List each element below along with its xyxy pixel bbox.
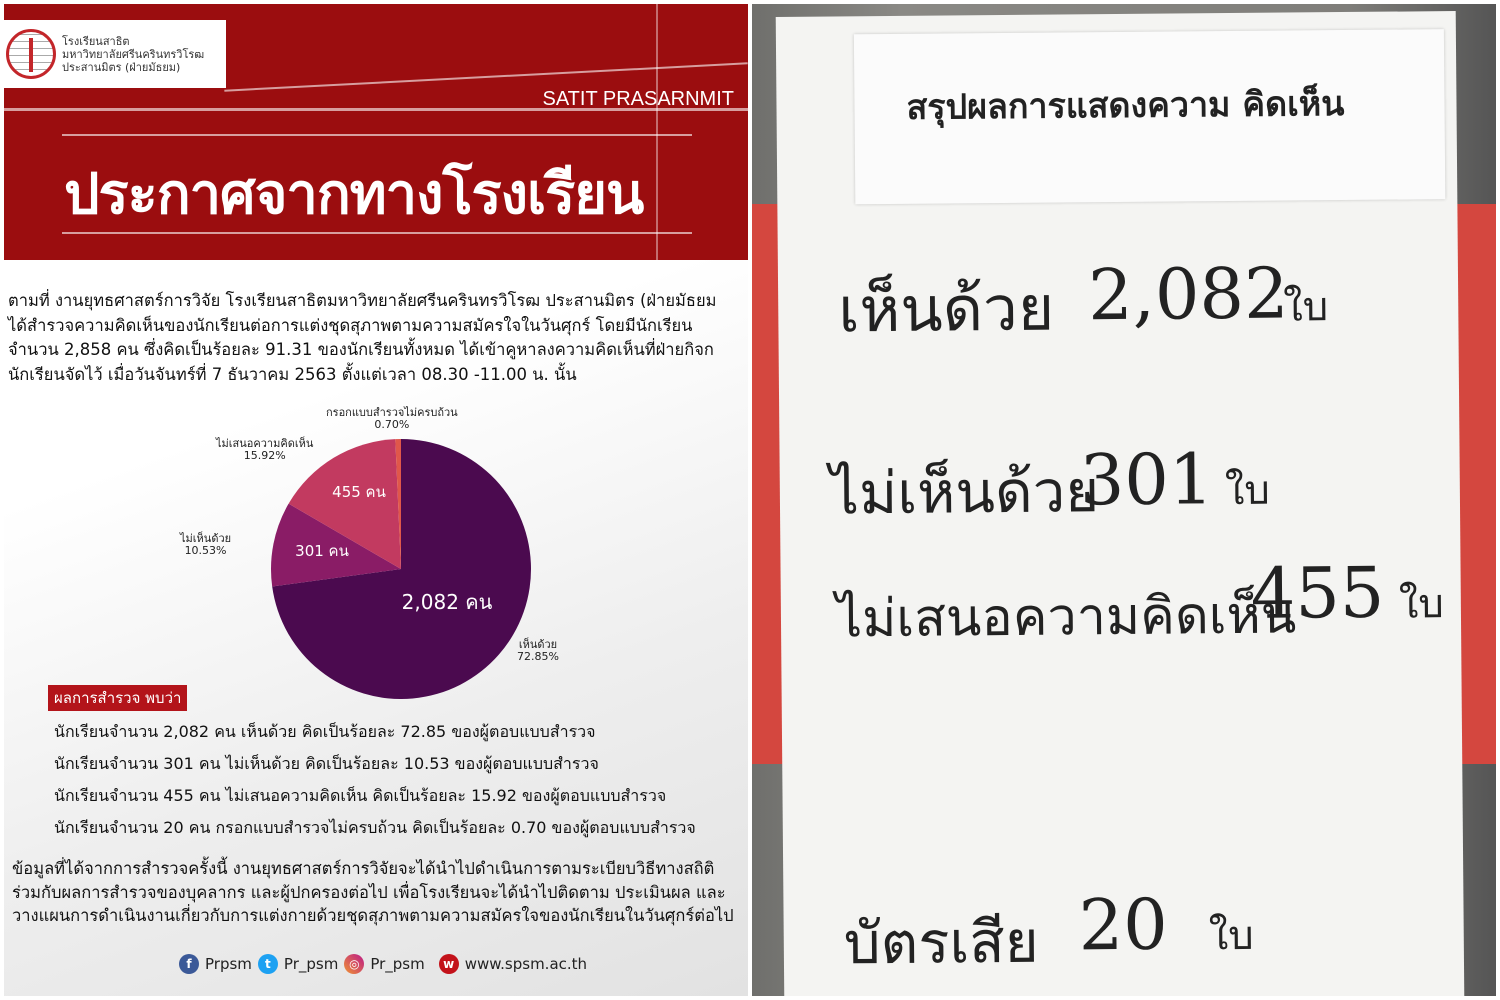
slice-label-incomplete: กรอกแบบสำรวจไม่ครบถ้วน 0.70% [326,406,458,431]
instagram-link[interactable]: Pr_psm [370,955,425,973]
slice-label-no-opinion: ไม่เสนอความคิดเห็น 15.92% [216,437,314,462]
result-item: นักเรียนจำนวน 301 คน ไม่เห็นด้วย คิดเป็น… [54,754,599,773]
handwritten-value: 301 [1079,438,1214,522]
intro-paragraph: ตามที่ งานยุทธศาสตร์การวิจัย โรงเรียนสาธ… [8,289,748,387]
slice-label-disagree: ไม่เห็นด้วย 10.53% [180,532,232,557]
paper-sheet: สรุปผลการแสดงความ คิดเห็น เห็นด้วย 2,082… [775,11,1465,996]
intro-line: ตามที่ งานยุทธศาสตร์การวิจัย โรงเรียนสาธ… [8,291,717,310]
intro-line: ได้สำรวจความคิดเห็นของนักเรียนต่อการแต่ง… [8,315,693,335]
sheet-title: สรุปผลการแสดงความ คิดเห็น [906,84,1345,128]
school-logo: โรงเรียนสาธิต มหาวิทยาลัยศรีนครินทรวิโรฒ… [4,20,226,88]
handwritten-value: 20 [1078,883,1169,967]
photo-results-board: สรุปผลการแสดงความ คิดเห็น เห็นด้วย 2,082… [752,4,1496,996]
handwritten-label: บัตรเสีย [843,907,1039,978]
result-item: นักเรียนจำนวน 20 คน กรอกแบบสำรวจไม่ครบถ้… [54,818,696,837]
closing-line: ข้อมูลที่ได้จากการสำรวจครั้งนี้ งานยุทธศ… [12,859,715,878]
handwritten-value: 455 [1250,551,1385,635]
announcement-poster: โรงเรียนสาธิต มหาวิทยาลัยศรีนครินทรวิโรฒ… [4,4,748,996]
facebook-icon: f [179,954,199,974]
instagram-icon: ◎ [344,954,365,974]
twitter-link[interactable]: Pr_psm [283,955,339,973]
result-item: นักเรียนจำนวน 2,082 คน เห็นด้วย คิดเป็นร… [54,722,596,741]
pie-chart: 2,082 คน 301 คน 455 คน [271,439,531,699]
pie-data-label-no-opinion: 455 คน [332,483,386,501]
handwritten-unit: ใบ [1208,912,1254,960]
handwritten-label: ไม่เสนอความคิดเห็น [835,585,1297,650]
facebook-link[interactable]: Prpsm [205,955,252,973]
handwritten-unit: ใบ [1224,467,1270,515]
twitter-icon: t [257,954,278,974]
result-item: นักเรียนจำนวน 455 คน ไม่เสนอความคิดเห็น … [54,786,667,805]
handwritten-label: เห็นด้วย [837,271,1055,347]
closing-paragraph: ข้อมูลที่ได้จากการสำรวจครั้งนี้ งานยุทธศ… [12,857,734,928]
intro-line: นักเรียนจัดไว้ เมื่อวันจันทร์ที่ 7 ธันวา… [8,364,577,384]
results-heading: ผลการสำรวจ พบว่า [48,685,188,711]
slice-label-agree: เห็นด้วย 72.85% [517,638,559,663]
results-list: นักเรียนจำนวน 2,082 คน เห็นด้วย คิดเป็นร… [54,716,696,844]
pie-slice-disagree [271,503,401,587]
pie-data-label-agree: 2,082 คน [402,590,493,614]
logo-line: ประสานมิตร (ฝ่ายมัธยม) [62,60,181,74]
logo-line: โรงเรียนสาธิต [62,34,130,48]
closing-line: ร่วมกับผลการสำรวจของบุคลากร และผู้ปกครอง… [12,882,726,902]
social-links: f Prpsm t Pr_psm ◎ Pr_psm w www.spsm.ac.… [179,954,587,974]
handwritten-unit: ใบ [1283,284,1329,331]
website-icon: w [438,954,459,974]
handwritten-unit: ใบ [1398,581,1444,628]
logo-line: มหาวิทยาลัยศรีนครินทรวิโรฒ [62,47,205,61]
school-seal-icon [6,29,56,79]
website-link[interactable]: www.spsm.ac.th [464,955,588,973]
header-banner: โรงเรียนสาธิต มหาวิทยาลัยศรีนครินทรวิโรฒ… [4,4,748,260]
handwritten-label: ไม่เห็นด้วย [829,457,1100,528]
handwritten-value: 2,082 [1087,252,1289,337]
intro-line: จำนวน 2,858 คน ซึ่งคิดเป็นร้อยละ 91.31 ข… [8,340,714,359]
pie-slice-no-opinion [288,439,401,569]
brand-name: SATIT PRASARNMIT [542,88,734,110]
pie-data-label-disagree: 301 คน [295,542,349,560]
poster-title: ประกาศจากทางโรงเรียน [64,162,644,227]
pie-slice-agree [272,439,531,699]
closing-line: วางแผนการดำเนินงานเกี่ยวกับการแต่งกายด้ว… [12,906,734,925]
pie-slice-incomplete [395,439,401,569]
